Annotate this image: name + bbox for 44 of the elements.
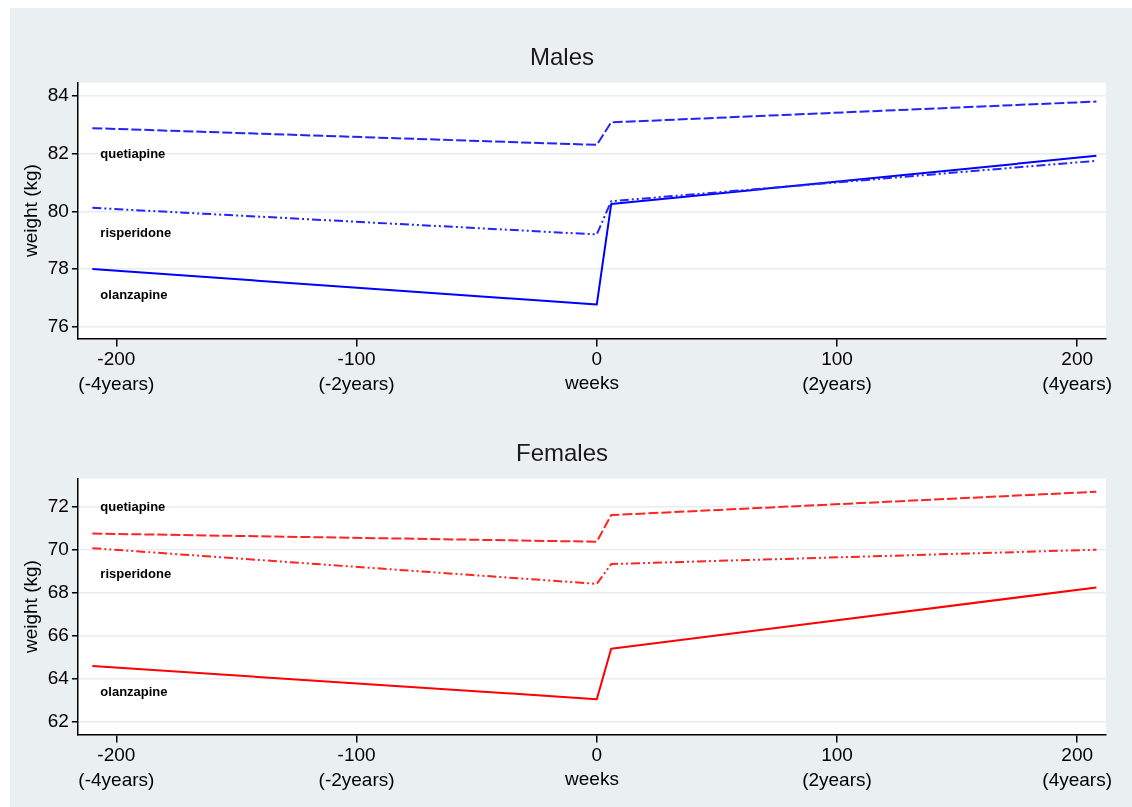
y-tick-label: 76 bbox=[47, 315, 69, 337]
x2-tick-label: (-4years) bbox=[78, 768, 155, 790]
series-label: quetiapine bbox=[100, 499, 166, 515]
series-label: olanzapine bbox=[100, 286, 168, 302]
y-tick-label: 84 bbox=[47, 84, 70, 106]
chart-title: Females bbox=[515, 439, 609, 467]
x2-tick-label: (4years) bbox=[1042, 372, 1113, 394]
x-tick-label: -200 bbox=[97, 744, 136, 766]
y-tick-label: 80 bbox=[47, 199, 69, 221]
series-label: olanzapine bbox=[100, 683, 168, 699]
x-axis-title: weeks bbox=[564, 372, 619, 394]
x2-tick-label: (2years) bbox=[802, 768, 872, 790]
chart-title: Males bbox=[529, 43, 595, 71]
line-series bbox=[91, 490, 1098, 543]
x-axis-title: weeks bbox=[564, 768, 619, 790]
y-tick-label: 62 bbox=[47, 709, 69, 731]
y-tick-label: 70 bbox=[47, 537, 69, 559]
x2-tick-label: (4years) bbox=[1042, 768, 1113, 790]
series-label: quetiapine bbox=[100, 145, 166, 161]
line-series bbox=[91, 547, 1098, 585]
x2-tick-label: (-2years) bbox=[318, 372, 395, 394]
x-tick-label: 200 bbox=[1061, 744, 1094, 766]
series-label: risperidone bbox=[100, 565, 172, 581]
x-tick-label: -100 bbox=[337, 348, 376, 370]
y-tick-label: 68 bbox=[47, 580, 69, 602]
line-series bbox=[91, 100, 1098, 146]
x-tick-label: -100 bbox=[337, 744, 376, 766]
x-tick-label: 100 bbox=[821, 348, 853, 370]
x-tick-label: 0 bbox=[591, 348, 603, 370]
x-tick-label: 100 bbox=[821, 744, 853, 766]
x2-tick-label: (-2years) bbox=[318, 768, 395, 790]
y-axis-title: weight (kg) bbox=[19, 560, 41, 655]
y-tick-label: 64 bbox=[47, 666, 70, 688]
x-tick-label: 200 bbox=[1061, 348, 1094, 370]
y-tick-label: 66 bbox=[47, 623, 69, 645]
x2-tick-label: (-4years) bbox=[78, 372, 155, 394]
x2-tick-label: (2years) bbox=[802, 372, 872, 394]
x-tick-label: -200 bbox=[97, 348, 136, 370]
series-label: risperidone bbox=[100, 225, 172, 241]
y-tick-label: 82 bbox=[47, 141, 69, 163]
x-tick-label: 0 bbox=[591, 744, 603, 766]
y-tick-label: 72 bbox=[47, 494, 69, 516]
y-axis-title: weight (kg) bbox=[19, 164, 41, 259]
y-tick-label: 78 bbox=[47, 257, 69, 279]
